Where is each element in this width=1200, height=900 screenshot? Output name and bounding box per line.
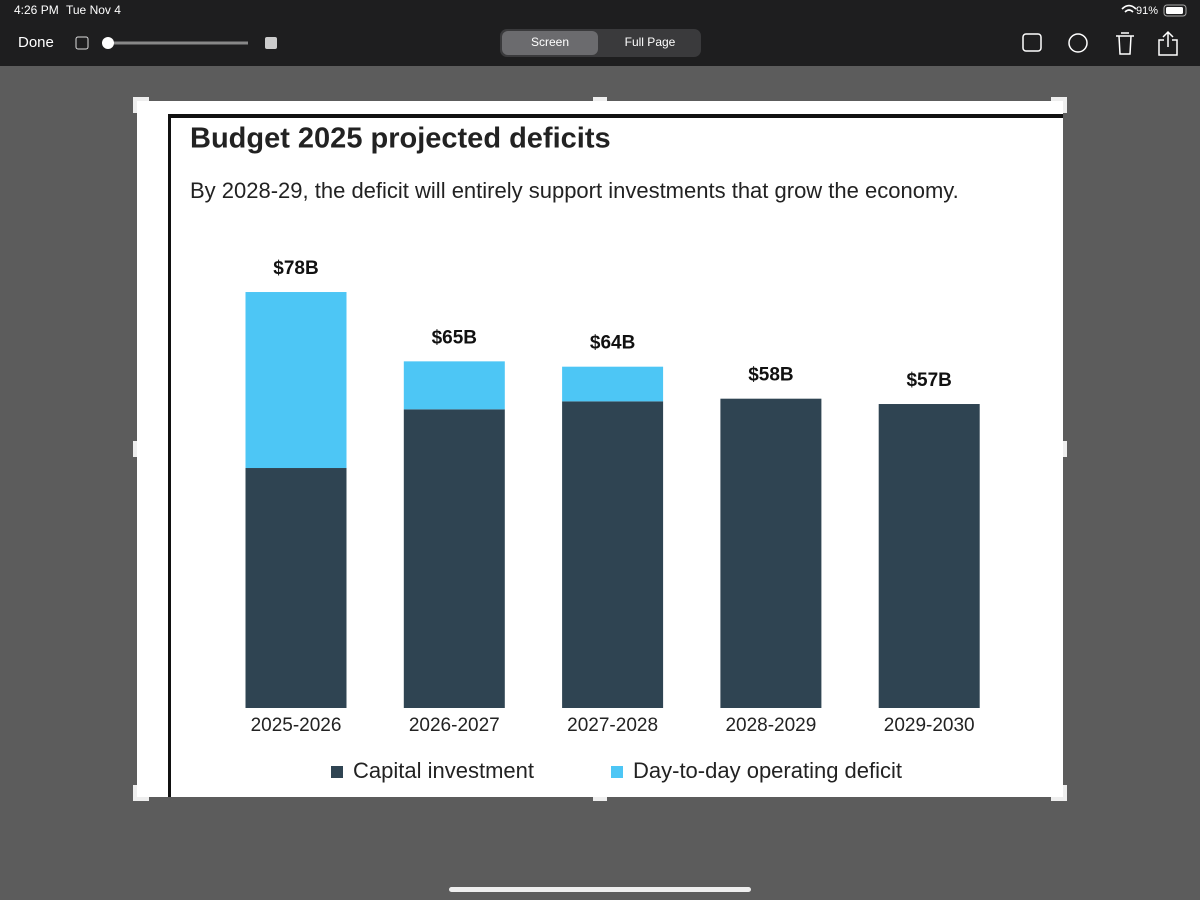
- battery-level: 91%: [1136, 5, 1158, 17]
- bar-segment: [878, 404, 980, 708]
- crop-large-icon[interactable]: [265, 37, 277, 49]
- slider-thumb[interactable]: [102, 37, 114, 49]
- home-indicator: [449, 887, 751, 892]
- status-date: Tue Nov 4: [66, 3, 121, 17]
- legend-label: Capital investment: [353, 758, 534, 783]
- markup-icon[interactable]: [1068, 33, 1088, 53]
- x-tick-label: 2025-2026: [251, 715, 342, 736]
- total-label: $57B: [906, 370, 951, 391]
- legend-swatch: [331, 766, 343, 778]
- bar-segment: [403, 361, 505, 410]
- crop-small-icon[interactable]: [75, 36, 89, 50]
- status-time: 4:26 PM: [14, 3, 59, 17]
- text-recognition-icon[interactable]: [1022, 33, 1042, 52]
- bar-segment: [562, 401, 664, 708]
- battery-icon: [1163, 4, 1187, 17]
- crop-corners[interactable]: [133, 97, 1067, 801]
- delete-icon[interactable]: [1116, 32, 1134, 55]
- crop-handle-top[interactable]: [593, 97, 607, 101]
- bar-segment: [720, 398, 822, 708]
- tab-screen[interactable]: Screen: [531, 35, 569, 49]
- segment-selected: [502, 31, 598, 55]
- x-tick-label: 2026-2027: [409, 715, 500, 736]
- tab-full-page[interactable]: Full Page: [625, 35, 676, 49]
- x-tick-label: 2029-2030: [884, 715, 975, 736]
- total-label: $78B: [273, 258, 318, 279]
- battery-fill: [1166, 7, 1183, 14]
- total-label: $64B: [590, 333, 635, 354]
- x-tick-label: 2027-2028: [567, 715, 658, 736]
- chart-subtitle: By 2028-29, the deficit will entirely su…: [190, 178, 959, 203]
- chart-title: Budget 2025 projected deficits: [190, 123, 611, 155]
- x-tick-label: 2028-2029: [725, 715, 816, 736]
- total-label: $65B: [432, 327, 477, 348]
- done-button[interactable]: Done: [18, 34, 54, 51]
- legend-label: Day-to-day operating deficit: [633, 758, 902, 783]
- frame-top-rule: [168, 114, 1063, 118]
- crop-handle-left[interactable]: [133, 441, 137, 457]
- total-label: $58B: [748, 365, 793, 386]
- legend-swatch: [611, 766, 623, 778]
- share-icon[interactable]: [1158, 30, 1178, 56]
- bar-segment: [245, 468, 347, 708]
- bar-segment: [245, 292, 347, 469]
- frame-left-rule: [168, 115, 171, 797]
- crop-handle-right[interactable]: [1063, 441, 1067, 457]
- wifi-icon: [1121, 4, 1137, 13]
- bar-segment: [562, 366, 664, 402]
- bar-segment: [403, 409, 505, 708]
- crop-handle-bottom[interactable]: [593, 797, 607, 801]
